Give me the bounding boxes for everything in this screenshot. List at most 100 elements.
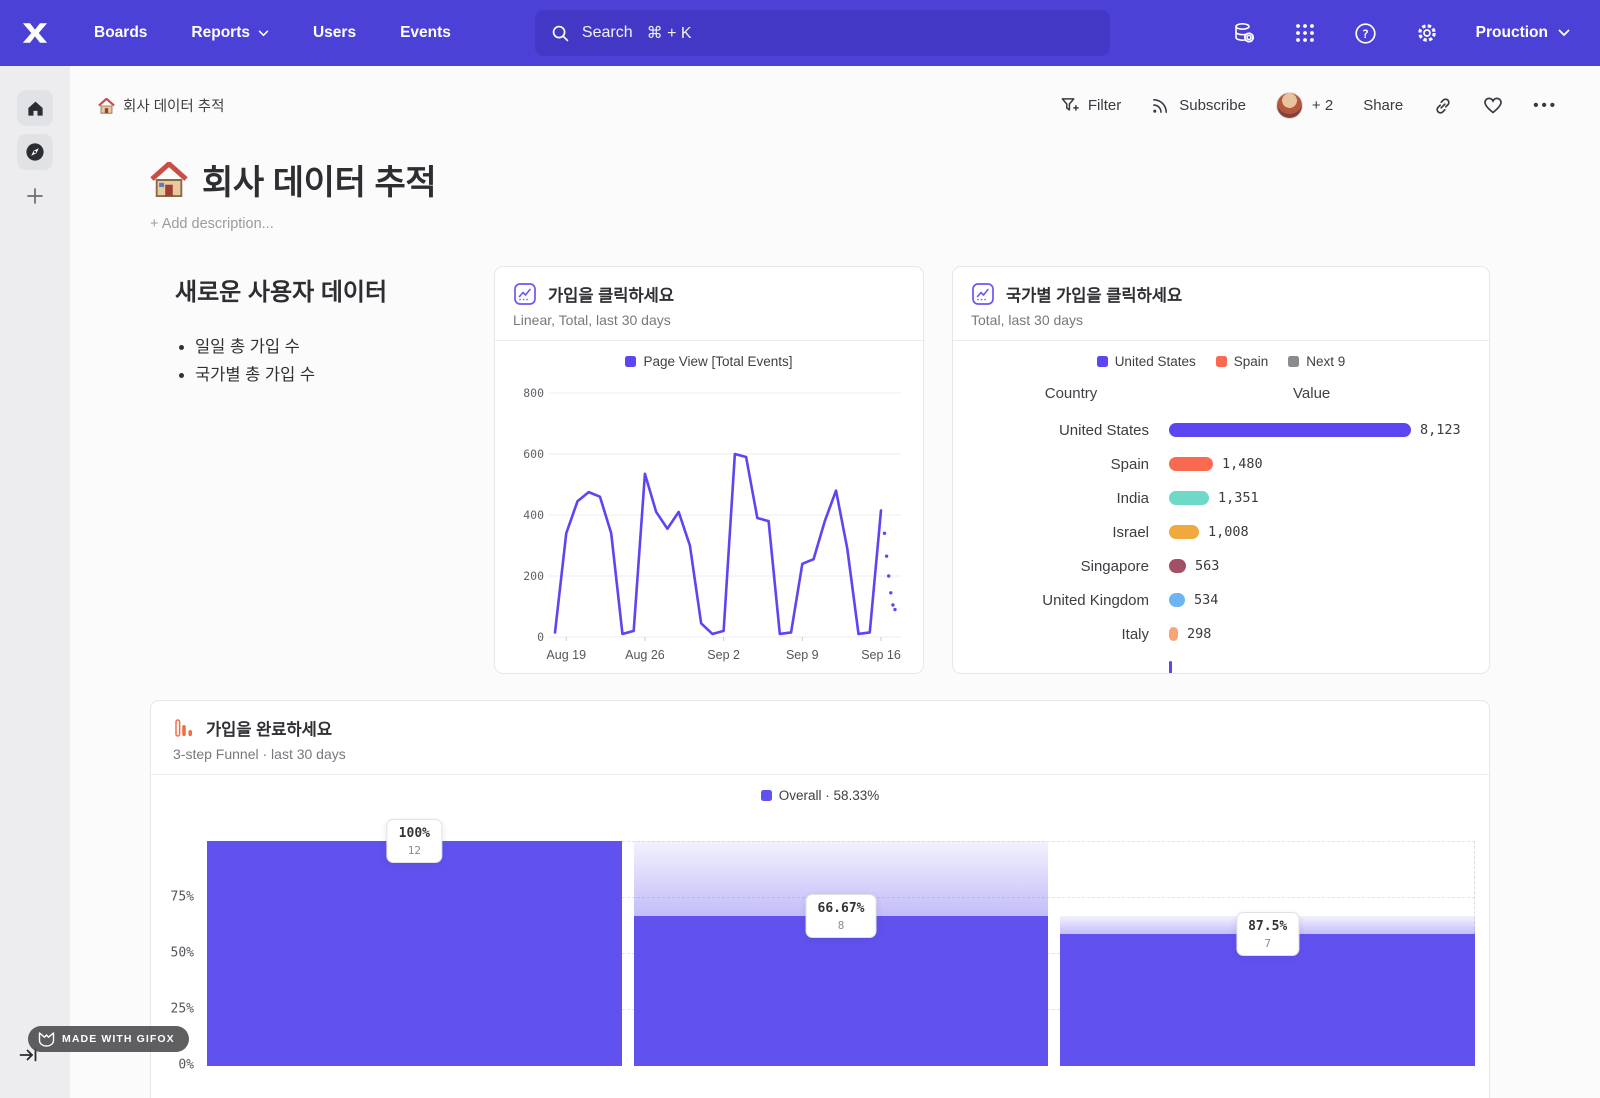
project-selector[interactable]: Prouction bbox=[1476, 24, 1570, 42]
country-bar-card-title[interactable]: 국가별 가입을 클릭하세요 bbox=[971, 282, 1471, 306]
sidebar-item-discover[interactable] bbox=[17, 134, 53, 170]
row-country-label: Israel bbox=[1112, 523, 1149, 541]
row-value-bar bbox=[1169, 593, 1185, 607]
table-row[interactable]: Singapore 563 bbox=[953, 549, 1489, 583]
favorite-button[interactable] bbox=[1483, 96, 1503, 115]
table-row[interactable]: India 1,351 bbox=[953, 481, 1489, 515]
svg-text:Aug 19: Aug 19 bbox=[546, 648, 586, 662]
mixpanel-logo-icon[interactable] bbox=[18, 16, 52, 50]
help-icon[interactable]: ? bbox=[1354, 21, 1378, 45]
expand-sidebar-button[interactable] bbox=[19, 1046, 38, 1064]
more-options-button[interactable]: ••• bbox=[1533, 97, 1558, 114]
svg-text:Sep 9: Sep 9 bbox=[786, 648, 819, 662]
funnel-subtitle: 3-step Funnel · last 30 days bbox=[173, 746, 346, 762]
line-chart-legend: Page View [Total Events] bbox=[495, 354, 923, 369]
row-country-label: United Kingdom bbox=[1042, 591, 1149, 609]
gifox-label: MADE WITH GIFOX bbox=[62, 1033, 175, 1045]
funnel-step-badge: 66.67% 8 bbox=[805, 893, 877, 938]
add-description-button[interactable]: + Add description... bbox=[150, 216, 274, 232]
legend-item[interactable]: Spain bbox=[1215, 354, 1269, 369]
table-row[interactable]: Spain 1,480 bbox=[953, 447, 1489, 481]
filter-button[interactable]: Filter bbox=[1060, 96, 1121, 115]
filter-label: Filter bbox=[1087, 97, 1122, 114]
text-card[interactable]: 새로운 사용자 데이터 일일 총 가입 수국가별 총 가입 수 bbox=[98, 266, 494, 674]
legend-label: Spain bbox=[1233, 354, 1269, 369]
legend-item[interactable]: Overall · 58.33% bbox=[760, 788, 879, 803]
legend-item[interactable]: Next 9 bbox=[1288, 354, 1345, 369]
funnel-card-title[interactable]: 가입을 완료하세요 bbox=[173, 716, 1471, 740]
row-country-label: Singapore bbox=[1080, 557, 1149, 575]
row-value: 534 bbox=[1194, 592, 1219, 608]
row-country-label: Italy bbox=[1121, 625, 1149, 643]
settings-gear-icon[interactable] bbox=[1415, 21, 1439, 45]
nav-item-boards[interactable]: Boards bbox=[94, 24, 147, 42]
country-bar-subtitle: Total, last 30 days bbox=[971, 312, 1084, 328]
table-row[interactable]: United States 8,123 bbox=[953, 413, 1489, 447]
search-shortcut: ⌘ + K bbox=[646, 25, 692, 42]
share-button[interactable]: Share bbox=[1363, 97, 1403, 114]
intro-heading: 새로운 사용자 데이터 bbox=[175, 279, 388, 306]
row-country-label: India bbox=[1116, 489, 1149, 507]
country-bar-card: 국가별 가입을 클릭하세요 Total, last 30 days United… bbox=[952, 266, 1490, 674]
funnel-bar-step-2[interactable]: 66.67% 8 bbox=[633, 841, 1049, 1066]
heart-icon bbox=[1484, 97, 1503, 114]
legend-item[interactable]: United States bbox=[1096, 354, 1196, 369]
row-value-bar bbox=[1169, 423, 1411, 437]
table-row[interactable]: Italy 298 bbox=[953, 617, 1489, 651]
svg-text:?: ? bbox=[1362, 27, 1369, 41]
line-chart-title-text: 가입을 클릭하세요 bbox=[548, 287, 675, 305]
house-emoji-icon bbox=[98, 97, 115, 114]
subscribe-button[interactable]: Subscribe bbox=[1151, 96, 1246, 115]
row-value: 563 bbox=[1195, 558, 1220, 574]
plus-icon bbox=[27, 188, 43, 204]
funnel-bar-step-1[interactable]: 100% 12 bbox=[207, 819, 622, 1066]
line-chart-subtitle: Linear, Total, last 30 days bbox=[513, 312, 671, 328]
apps-grid-icon[interactable] bbox=[1293, 21, 1317, 45]
chevron-down-icon bbox=[258, 30, 269, 36]
sidebar-item-create[interactable] bbox=[17, 178, 53, 214]
search-icon bbox=[551, 24, 570, 43]
collaborators[interactable]: + 2 bbox=[1275, 92, 1333, 119]
breadcrumb[interactable]: 회사 데이터 추적 bbox=[98, 95, 224, 116]
sidebar-item-home[interactable] bbox=[17, 90, 53, 126]
svg-text:600: 600 bbox=[523, 447, 544, 461]
table-row[interactable] bbox=[953, 651, 1489, 673]
line-chart-plot[interactable]: 0 200 400 600 800 Aug 19 Aug 26 Sep 2 Sep 9 Sep 1… bbox=[509, 371, 907, 671]
y-axis-label: 50% bbox=[170, 945, 194, 961]
copy-link-button[interactable] bbox=[1433, 96, 1453, 116]
row-value-bar bbox=[1169, 457, 1213, 471]
search-input[interactable]: Search ⌘ + K bbox=[534, 10, 1110, 56]
funnel-legend: Overall · 58.33% bbox=[151, 788, 1489, 803]
rss-icon bbox=[1153, 98, 1168, 113]
column-header-value: Value bbox=[1293, 385, 1331, 402]
legend-item[interactable]: Page View [Total Events] bbox=[625, 354, 793, 369]
svg-text:Sep 2: Sep 2 bbox=[707, 648, 740, 662]
funnel-step-badge: 100% 12 bbox=[386, 819, 442, 863]
board-actions: Filter Subscribe + 2 Share bbox=[1060, 92, 1558, 119]
row-value: 1,008 bbox=[1208, 524, 1249, 540]
legend-label: Next 9 bbox=[1306, 354, 1346, 369]
intro-bullet: 국가별 총 가입 수 bbox=[195, 361, 494, 389]
funnel-bar-step-3[interactable]: 87.5% 7 bbox=[1060, 841, 1476, 1066]
nav-items: Boards Reports Users Events bbox=[94, 24, 451, 42]
row-value-bar bbox=[1169, 627, 1178, 641]
row-value-bar bbox=[1169, 525, 1199, 539]
table-row[interactable]: Israel 1,008 bbox=[953, 515, 1489, 549]
filter-icon bbox=[1061, 98, 1079, 111]
line-chart-card-title[interactable]: 가입을 클릭하세요 bbox=[513, 282, 905, 306]
funnel-step-count: 12 bbox=[407, 844, 421, 857]
svg-text:0: 0 bbox=[537, 630, 544, 644]
page-title[interactable]: 회사 데이터 추적 bbox=[150, 155, 1570, 204]
chevron-down-icon bbox=[1558, 29, 1570, 37]
nav-item-events[interactable]: Events bbox=[400, 24, 451, 42]
table-row[interactable]: United Kingdom 534 bbox=[953, 583, 1489, 617]
nav-item-users[interactable]: Users bbox=[313, 24, 356, 42]
share-label: Share bbox=[1363, 97, 1404, 114]
nav-item-reports[interactable]: Reports bbox=[191, 24, 269, 42]
row-value-bar bbox=[1169, 661, 1172, 673]
top-nav: Boards Reports Users Events Search ⌘ + K bbox=[0, 0, 1600, 66]
row-value: 8,123 bbox=[1420, 422, 1461, 438]
database-settings-icon[interactable] bbox=[1232, 21, 1256, 45]
main-content: 회사 데이터 추적 Filter Subscribe bbox=[70, 66, 1600, 1098]
funnel-step-conversion: 87.5% bbox=[1248, 919, 1288, 935]
